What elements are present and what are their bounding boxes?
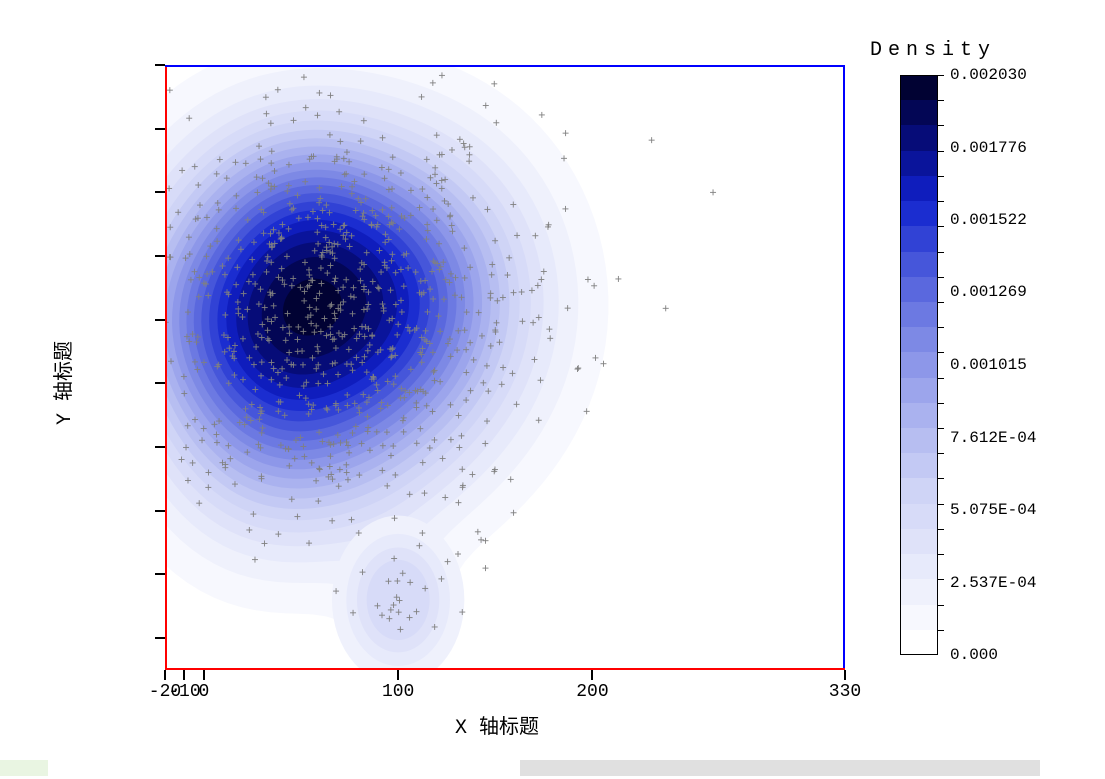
colorbar-tick-label: 0.001522	[950, 211, 1027, 229]
colorbar-tick-label: 0.001269	[950, 283, 1027, 301]
x-tick-label: -10	[168, 682, 200, 702]
colorbar-tick-label: 0.001015	[950, 356, 1027, 374]
colorbar-tick-label: 0.002030	[950, 66, 1027, 84]
x-tick-label: 0	[198, 682, 209, 702]
plot-border-top	[165, 65, 845, 67]
colorbar-tick-label: 5.075E-04	[950, 501, 1036, 519]
plot-area	[165, 65, 845, 670]
colorbar-tick-label: 2.537E-04	[950, 574, 1036, 592]
colorbar-tick-label: 0.000	[950, 646, 998, 664]
x-tick-label: 330	[829, 682, 861, 702]
plot-border-right	[843, 65, 845, 670]
plot-border-bottom	[165, 668, 845, 670]
colorbar-title: Density	[870, 39, 996, 62]
colorbar-tick-label: 0.001776	[950, 139, 1027, 157]
bottom-strip-right	[520, 760, 1040, 776]
plot-border-left	[165, 65, 167, 670]
colorbar: 0.0020300.0017760.0015220.0012690.001015…	[900, 75, 938, 655]
x-tick-label: 100	[382, 682, 414, 702]
bottom-strip-left	[0, 760, 48, 776]
x-tick-label: 200	[576, 682, 608, 702]
x-axis-label: X 轴标题	[455, 710, 539, 740]
colorbar-tick-label: 7.612E-04	[950, 429, 1036, 447]
y-axis-label: Y 轴标题	[47, 340, 77, 424]
scatter-layer	[165, 65, 845, 670]
